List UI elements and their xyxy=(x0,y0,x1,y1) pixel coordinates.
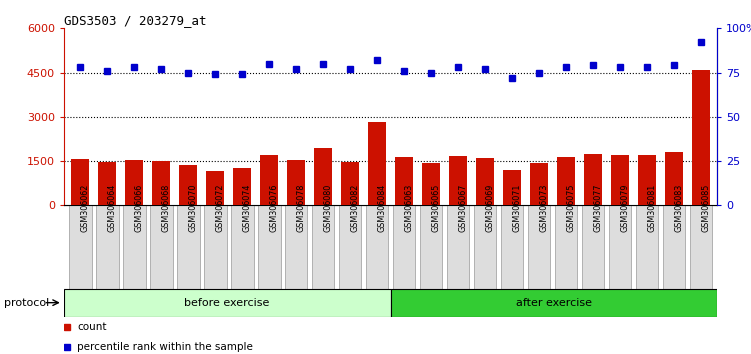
FancyBboxPatch shape xyxy=(312,205,334,289)
Text: GSM306069: GSM306069 xyxy=(485,184,494,232)
FancyBboxPatch shape xyxy=(339,205,361,289)
Bar xyxy=(502,170,521,205)
FancyBboxPatch shape xyxy=(662,205,686,289)
Bar xyxy=(71,159,89,205)
Text: GSM306062: GSM306062 xyxy=(80,184,89,232)
FancyBboxPatch shape xyxy=(393,205,415,289)
Bar xyxy=(421,163,441,205)
FancyBboxPatch shape xyxy=(420,205,442,289)
Bar xyxy=(340,162,360,205)
Bar xyxy=(529,163,548,205)
Text: GSM306068: GSM306068 xyxy=(161,184,170,232)
Bar xyxy=(287,160,306,205)
FancyBboxPatch shape xyxy=(68,205,92,289)
Text: after exercise: after exercise xyxy=(516,298,592,308)
Bar xyxy=(260,155,279,205)
Text: GSM306072: GSM306072 xyxy=(215,184,224,232)
Text: GSM306065: GSM306065 xyxy=(431,184,440,232)
Text: GDS3503 / 203279_at: GDS3503 / 203279_at xyxy=(64,14,207,27)
Bar xyxy=(611,155,629,205)
FancyBboxPatch shape xyxy=(554,205,578,289)
Bar xyxy=(206,171,225,205)
Bar xyxy=(394,156,414,205)
Text: GSM306075: GSM306075 xyxy=(566,184,575,232)
Bar xyxy=(665,152,683,205)
Text: GSM306077: GSM306077 xyxy=(593,184,602,232)
Bar xyxy=(233,169,252,205)
Bar xyxy=(448,156,467,205)
Text: before exercise: before exercise xyxy=(185,298,270,308)
Text: percentile rank within the sample: percentile rank within the sample xyxy=(77,342,253,352)
Bar xyxy=(125,160,143,205)
Bar xyxy=(692,70,710,205)
FancyBboxPatch shape xyxy=(608,205,632,289)
Text: GSM306073: GSM306073 xyxy=(539,184,548,232)
Bar xyxy=(584,154,602,205)
FancyBboxPatch shape xyxy=(474,205,496,289)
Text: count: count xyxy=(77,322,107,332)
FancyBboxPatch shape xyxy=(149,205,173,289)
FancyBboxPatch shape xyxy=(527,205,550,289)
Text: GSM306079: GSM306079 xyxy=(620,184,629,232)
Text: GSM306074: GSM306074 xyxy=(242,184,251,232)
Text: GSM306085: GSM306085 xyxy=(701,184,710,232)
Text: GSM306078: GSM306078 xyxy=(296,184,305,232)
FancyBboxPatch shape xyxy=(689,205,713,289)
Text: GSM306084: GSM306084 xyxy=(377,184,386,232)
Text: GSM306066: GSM306066 xyxy=(134,184,143,232)
Text: GSM306063: GSM306063 xyxy=(404,184,413,232)
FancyBboxPatch shape xyxy=(500,205,523,289)
FancyBboxPatch shape xyxy=(635,205,659,289)
Text: GSM306076: GSM306076 xyxy=(269,184,278,232)
Text: GSM306081: GSM306081 xyxy=(647,184,656,232)
Bar xyxy=(638,155,656,205)
Bar xyxy=(179,166,198,205)
FancyBboxPatch shape xyxy=(258,205,281,289)
Bar xyxy=(98,162,116,205)
FancyBboxPatch shape xyxy=(176,205,200,289)
Text: GSM306071: GSM306071 xyxy=(512,184,521,232)
FancyBboxPatch shape xyxy=(447,205,469,289)
FancyBboxPatch shape xyxy=(366,205,388,289)
Text: GSM306082: GSM306082 xyxy=(350,184,359,232)
Text: GSM306064: GSM306064 xyxy=(107,184,116,232)
FancyBboxPatch shape xyxy=(231,205,254,289)
Bar xyxy=(152,161,170,205)
FancyBboxPatch shape xyxy=(64,289,391,317)
FancyBboxPatch shape xyxy=(285,205,307,289)
Text: GSM306070: GSM306070 xyxy=(188,184,197,232)
Text: protocol: protocol xyxy=(4,298,49,308)
FancyBboxPatch shape xyxy=(391,289,717,317)
Bar xyxy=(367,122,387,205)
FancyBboxPatch shape xyxy=(204,205,227,289)
FancyBboxPatch shape xyxy=(122,205,146,289)
FancyBboxPatch shape xyxy=(95,205,119,289)
FancyBboxPatch shape xyxy=(581,205,605,289)
Text: GSM306083: GSM306083 xyxy=(674,184,683,232)
Bar xyxy=(314,148,333,205)
Bar xyxy=(556,156,575,205)
Text: GSM306067: GSM306067 xyxy=(458,184,467,232)
Bar xyxy=(475,158,494,205)
Text: GSM306080: GSM306080 xyxy=(323,184,332,232)
